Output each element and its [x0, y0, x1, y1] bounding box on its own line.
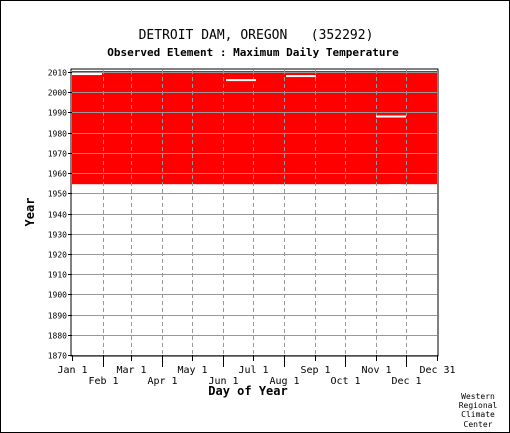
- y-tick-label: 1990: [48, 109, 67, 118]
- chart-subtitle: Observed Element : Maximum Daily Tempera…: [107, 46, 399, 59]
- data-block: [72, 71, 437, 185]
- y-tick-label: 1960: [48, 170, 67, 179]
- y-tick-label: 1890: [48, 312, 67, 321]
- x-axis-label: Day of Year: [208, 384, 287, 398]
- x-tick-label: Jun 1: [208, 376, 238, 387]
- missing-gap: [286, 75, 316, 78]
- missing-layer: [72, 73, 406, 187]
- y-tick-label: 1950: [48, 190, 67, 199]
- x-tick-label: Apr 1: [147, 376, 177, 387]
- x-tick-label: Aug 1: [269, 376, 299, 387]
- y-tick-label: 1900: [48, 291, 67, 300]
- credit-line: Center: [464, 420, 493, 429]
- x-tick-label: Oct 1: [330, 376, 360, 387]
- x-tick-label: Feb 1: [88, 376, 118, 387]
- missing-gap: [226, 79, 256, 82]
- missing-gap: [389, 184, 401, 187]
- credit-line: Regional: [459, 401, 498, 410]
- grid-layer: [72, 70, 437, 356]
- x-tick-label: Nov 1: [361, 365, 391, 376]
- y-tick-label: 2010: [48, 69, 67, 78]
- credit-line: Climate: [461, 410, 495, 419]
- x-tick-label: May 1: [177, 365, 207, 376]
- y-tick-label: 1930: [48, 231, 67, 240]
- y-tick-label: 1970: [48, 150, 67, 159]
- y-tick-label: 1910: [48, 271, 67, 280]
- x-tick-label: Mar 1: [116, 365, 146, 376]
- y-tick-label: 1880: [48, 332, 67, 341]
- x-tick-label: Jan 1: [57, 365, 87, 376]
- credit-line: Western: [461, 392, 495, 401]
- missing-gap: [72, 73, 102, 76]
- y-tick-label: 1980: [48, 130, 67, 139]
- wrcc-credit: Western Regional Climate Center: [459, 392, 498, 429]
- data-layer: [72, 71, 437, 185]
- y-tick-label: 1940: [48, 211, 67, 220]
- y-tick-label: 1870: [48, 352, 67, 361]
- y-tick-label: 1920: [48, 251, 67, 260]
- x-tick-label: Dec 31: [419, 365, 455, 376]
- missing-gap: [376, 115, 406, 118]
- chart-title: DETROIT DAM, OREGON (352292): [139, 28, 374, 43]
- plot-border: [70, 68, 439, 357]
- y-axis-label: Year: [23, 198, 37, 227]
- x-tick-label: Jul 1: [238, 365, 268, 376]
- axis-layer: 1870 1880 1890 1900 1910 1920 1930 1940 1950 1960…: [48, 69, 456, 388]
- y-tick-label: 2000: [48, 89, 67, 98]
- x-tick-label: Sep 1: [300, 365, 330, 376]
- x-tick-label: Dec 1: [391, 376, 421, 387]
